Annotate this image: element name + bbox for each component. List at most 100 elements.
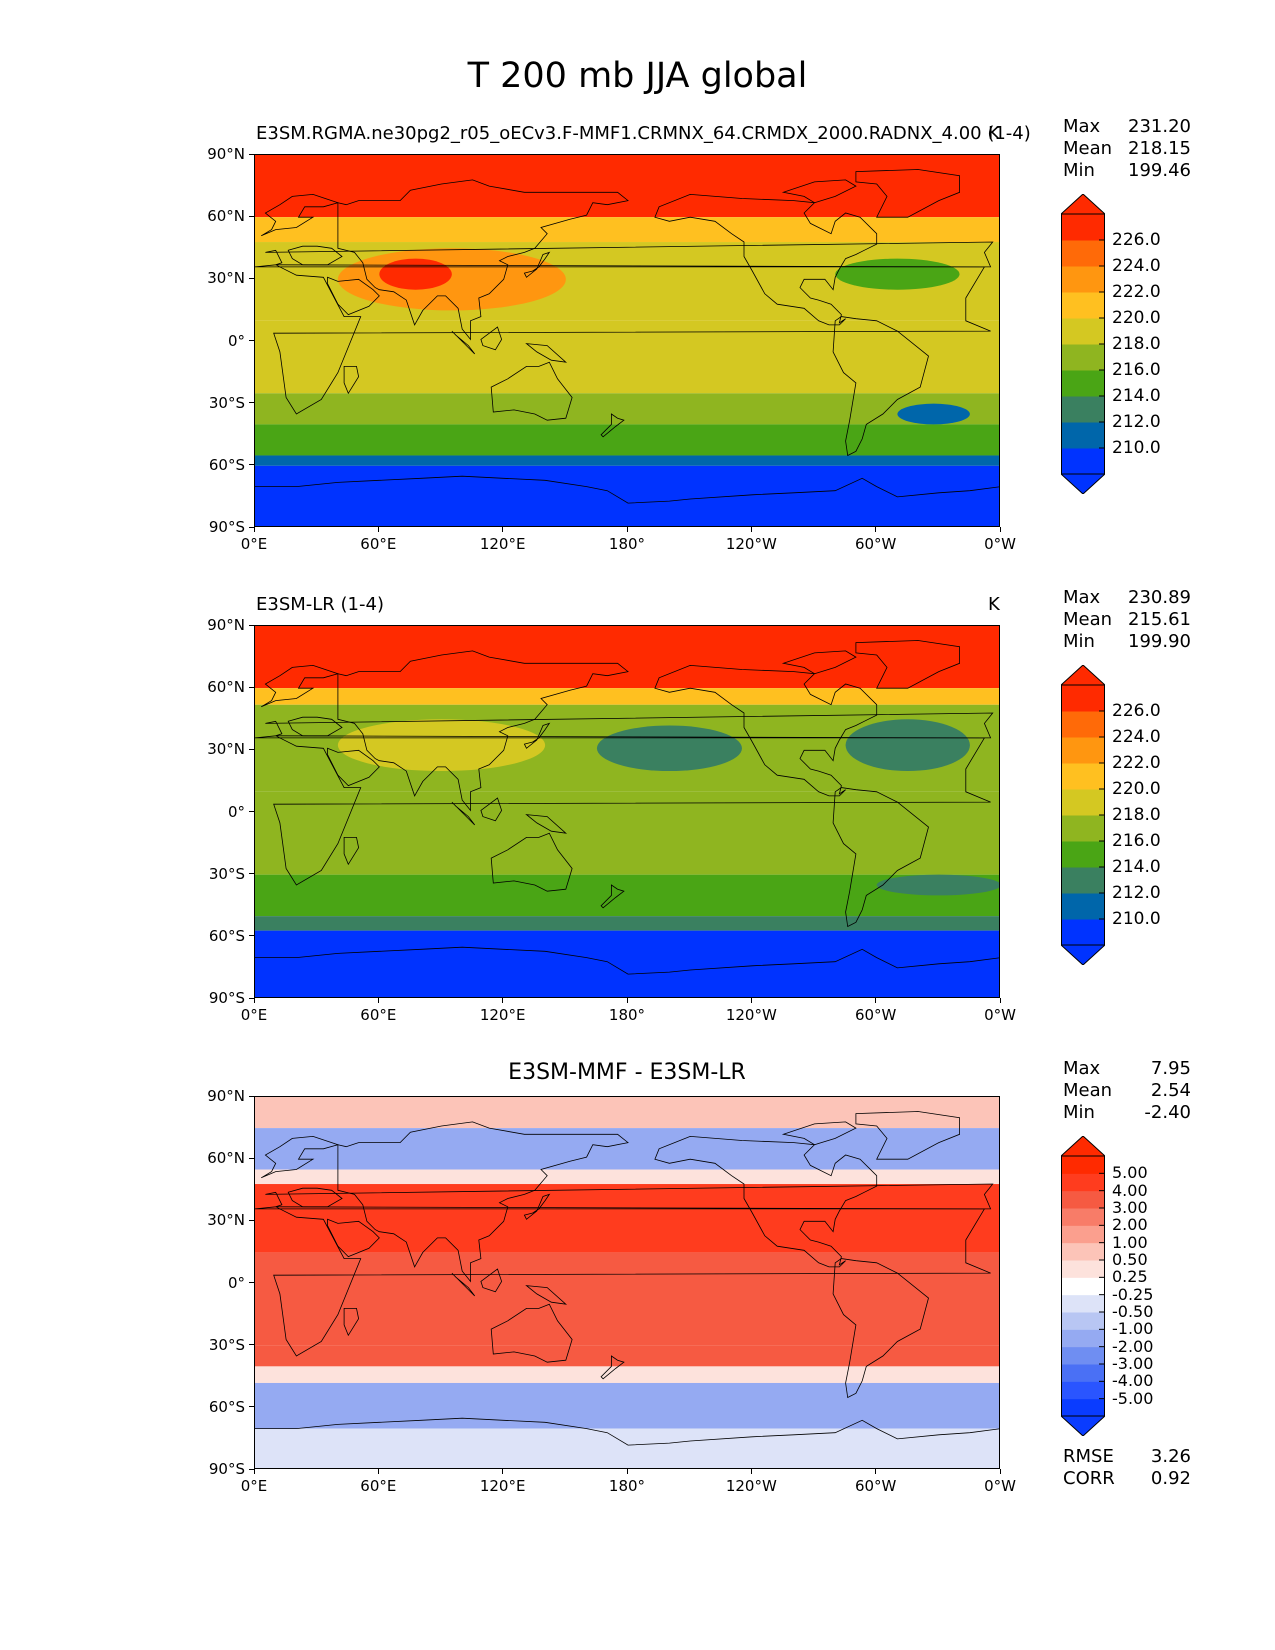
panel-2-title: E3SM-LR (1-4): [256, 594, 384, 615]
y-tick-label: 60°S: [208, 455, 245, 474]
contour-feature-north-pacific-min: [596, 725, 742, 772]
y-tick-label: 90°N: [207, 616, 245, 634]
colorbar-segment: [1061, 1173, 1105, 1192]
colorbar-segment: [1061, 893, 1105, 920]
colorbar-tick-label: 214.0: [1112, 857, 1161, 877]
figure-title: T 200 mb JJA global: [467, 56, 808, 96]
x-tick-mark: [875, 527, 877, 532]
x-tick-label: 120°E: [479, 535, 526, 553]
stat-mean-value: 2.54: [1150, 1080, 1191, 1101]
y-tick-label: 0°: [227, 1273, 245, 1292]
coastline: [654, 1135, 878, 1268]
panel-1-title: E3SM.RGMA.ne30pg2_r05_oECv3.F-MMF1.CRMNX…: [256, 123, 1031, 144]
colorbar-segment: [1061, 344, 1105, 371]
x-tick-mark: [377, 527, 379, 532]
colorbar-tick-label: -5.00: [1112, 1388, 1154, 1408]
colorbar-tick-label: 218.0: [1112, 334, 1161, 354]
y-tick-label: 60°N: [207, 678, 245, 697]
coastline: [480, 326, 503, 351]
coastline: [255, 475, 999, 504]
contour-band-5: [255, 916, 999, 931]
y-tick-label: 30°S: [208, 393, 245, 412]
colorbar-tick-label: 220.0: [1112, 779, 1161, 799]
colorbar-outline: [1061, 1155, 1105, 1417]
contour-feature-south-atlantic-min: [897, 403, 970, 425]
panel-1-map-svg: [255, 155, 999, 526]
colorbar-tick-label: 5.00: [1112, 1163, 1148, 1183]
stat-min-label: Min: [1063, 631, 1095, 652]
coastline: [855, 640, 960, 689]
y-tick-mark: [249, 935, 254, 937]
coastline: [525, 343, 568, 363]
contour-band-0: [255, 155, 999, 218]
contour-feature-north-atlantic-min: [835, 258, 960, 290]
x-tick-label: 120°E: [479, 1477, 526, 1495]
panel-3-map: [254, 1096, 1000, 1469]
x-tick-mark: [253, 527, 255, 532]
contour-band-1: [255, 1128, 999, 1170]
x-tick-label: 60°E: [360, 1006, 397, 1024]
panel-2-map-svg: [255, 626, 999, 997]
x-tick-mark: [502, 1469, 504, 1474]
y-tick-mark: [249, 748, 254, 750]
coastline: [343, 836, 360, 866]
stat-max-value: 231.20: [1128, 116, 1191, 137]
contour-band-5: [255, 424, 999, 456]
colorbar-segment: [1061, 266, 1105, 293]
colorbar-tick-label: 212.0: [1112, 883, 1161, 903]
x-tick-mark: [253, 1469, 255, 1474]
y-tick-label: 30°N: [207, 740, 245, 759]
rmse-label: RMSE: [1063, 1446, 1114, 1467]
colorbar-segment: [1061, 841, 1105, 868]
x-tick-mark: [999, 1469, 1001, 1474]
coastline: [273, 735, 991, 886]
colorbar-segment: [1061, 737, 1105, 764]
colorbar-segment: [1061, 370, 1105, 397]
y-tick-mark: [249, 402, 254, 404]
y-tick-label: 90°S: [208, 518, 245, 536]
coastline: [273, 1206, 991, 1357]
rmse-value: 3.26: [1150, 1446, 1191, 1467]
colorbar-segment: [1061, 1398, 1105, 1417]
colorbar-segment: [1061, 1364, 1105, 1382]
panel-2-units: K: [988, 594, 1000, 615]
coastline: [255, 1183, 994, 1210]
y-tick-label: 90°N: [207, 145, 245, 163]
x-tick-label: 0°W: [984, 1477, 1016, 1495]
x-tick-label: 180°: [608, 1006, 646, 1024]
stat-max-label: Max: [1063, 116, 1101, 137]
y-tick-mark: [249, 1219, 254, 1221]
y-tick-mark: [249, 215, 254, 217]
coastline: [781, 650, 857, 675]
y-tick-mark: [249, 464, 254, 466]
stat-mean-value: 218.15: [1128, 138, 1191, 159]
y-tick-mark: [249, 686, 254, 688]
y-tick-label: 60°S: [208, 926, 245, 945]
colorbar-tick-label: -0.25: [1112, 1284, 1154, 1304]
contour-band-2: [255, 1169, 999, 1185]
colorbar-segment: [1061, 422, 1105, 449]
x-tick-label: 60°W: [854, 535, 897, 553]
colorbar-segment: [1061, 1225, 1105, 1244]
panel-3-title: E3SM-MMF - E3SM-LR: [508, 1060, 746, 1085]
y-tick-mark: [249, 873, 254, 875]
y-tick-label: 30°N: [207, 1211, 245, 1230]
contour-band-1: [255, 217, 999, 243]
colorbar-segment: [1061, 711, 1105, 738]
colorbar-segment: [1061, 685, 1105, 712]
panel-1-colorbar: [1061, 194, 1105, 494]
stat-mean-label: Mean: [1063, 138, 1113, 159]
panel-2-stats: Max 230.89 Mean 215.61 Min 199.90: [1063, 587, 1191, 653]
y-tick-mark: [249, 526, 254, 528]
contour-band-8: [255, 1428, 999, 1468]
coastline: [832, 787, 929, 928]
colorbar-segment: [1061, 318, 1105, 345]
panel-2-colorbar: [1061, 665, 1105, 965]
y-tick-label: 90°N: [207, 1087, 245, 1105]
x-tick-mark: [750, 1469, 752, 1474]
contour-feature-tibet-core: [379, 258, 452, 290]
y-tick-mark: [249, 153, 254, 155]
y-tick-label: 60°N: [207, 1149, 245, 1168]
y-tick-label: 60°S: [208, 1397, 245, 1416]
colorbar-segment: [1061, 763, 1105, 790]
